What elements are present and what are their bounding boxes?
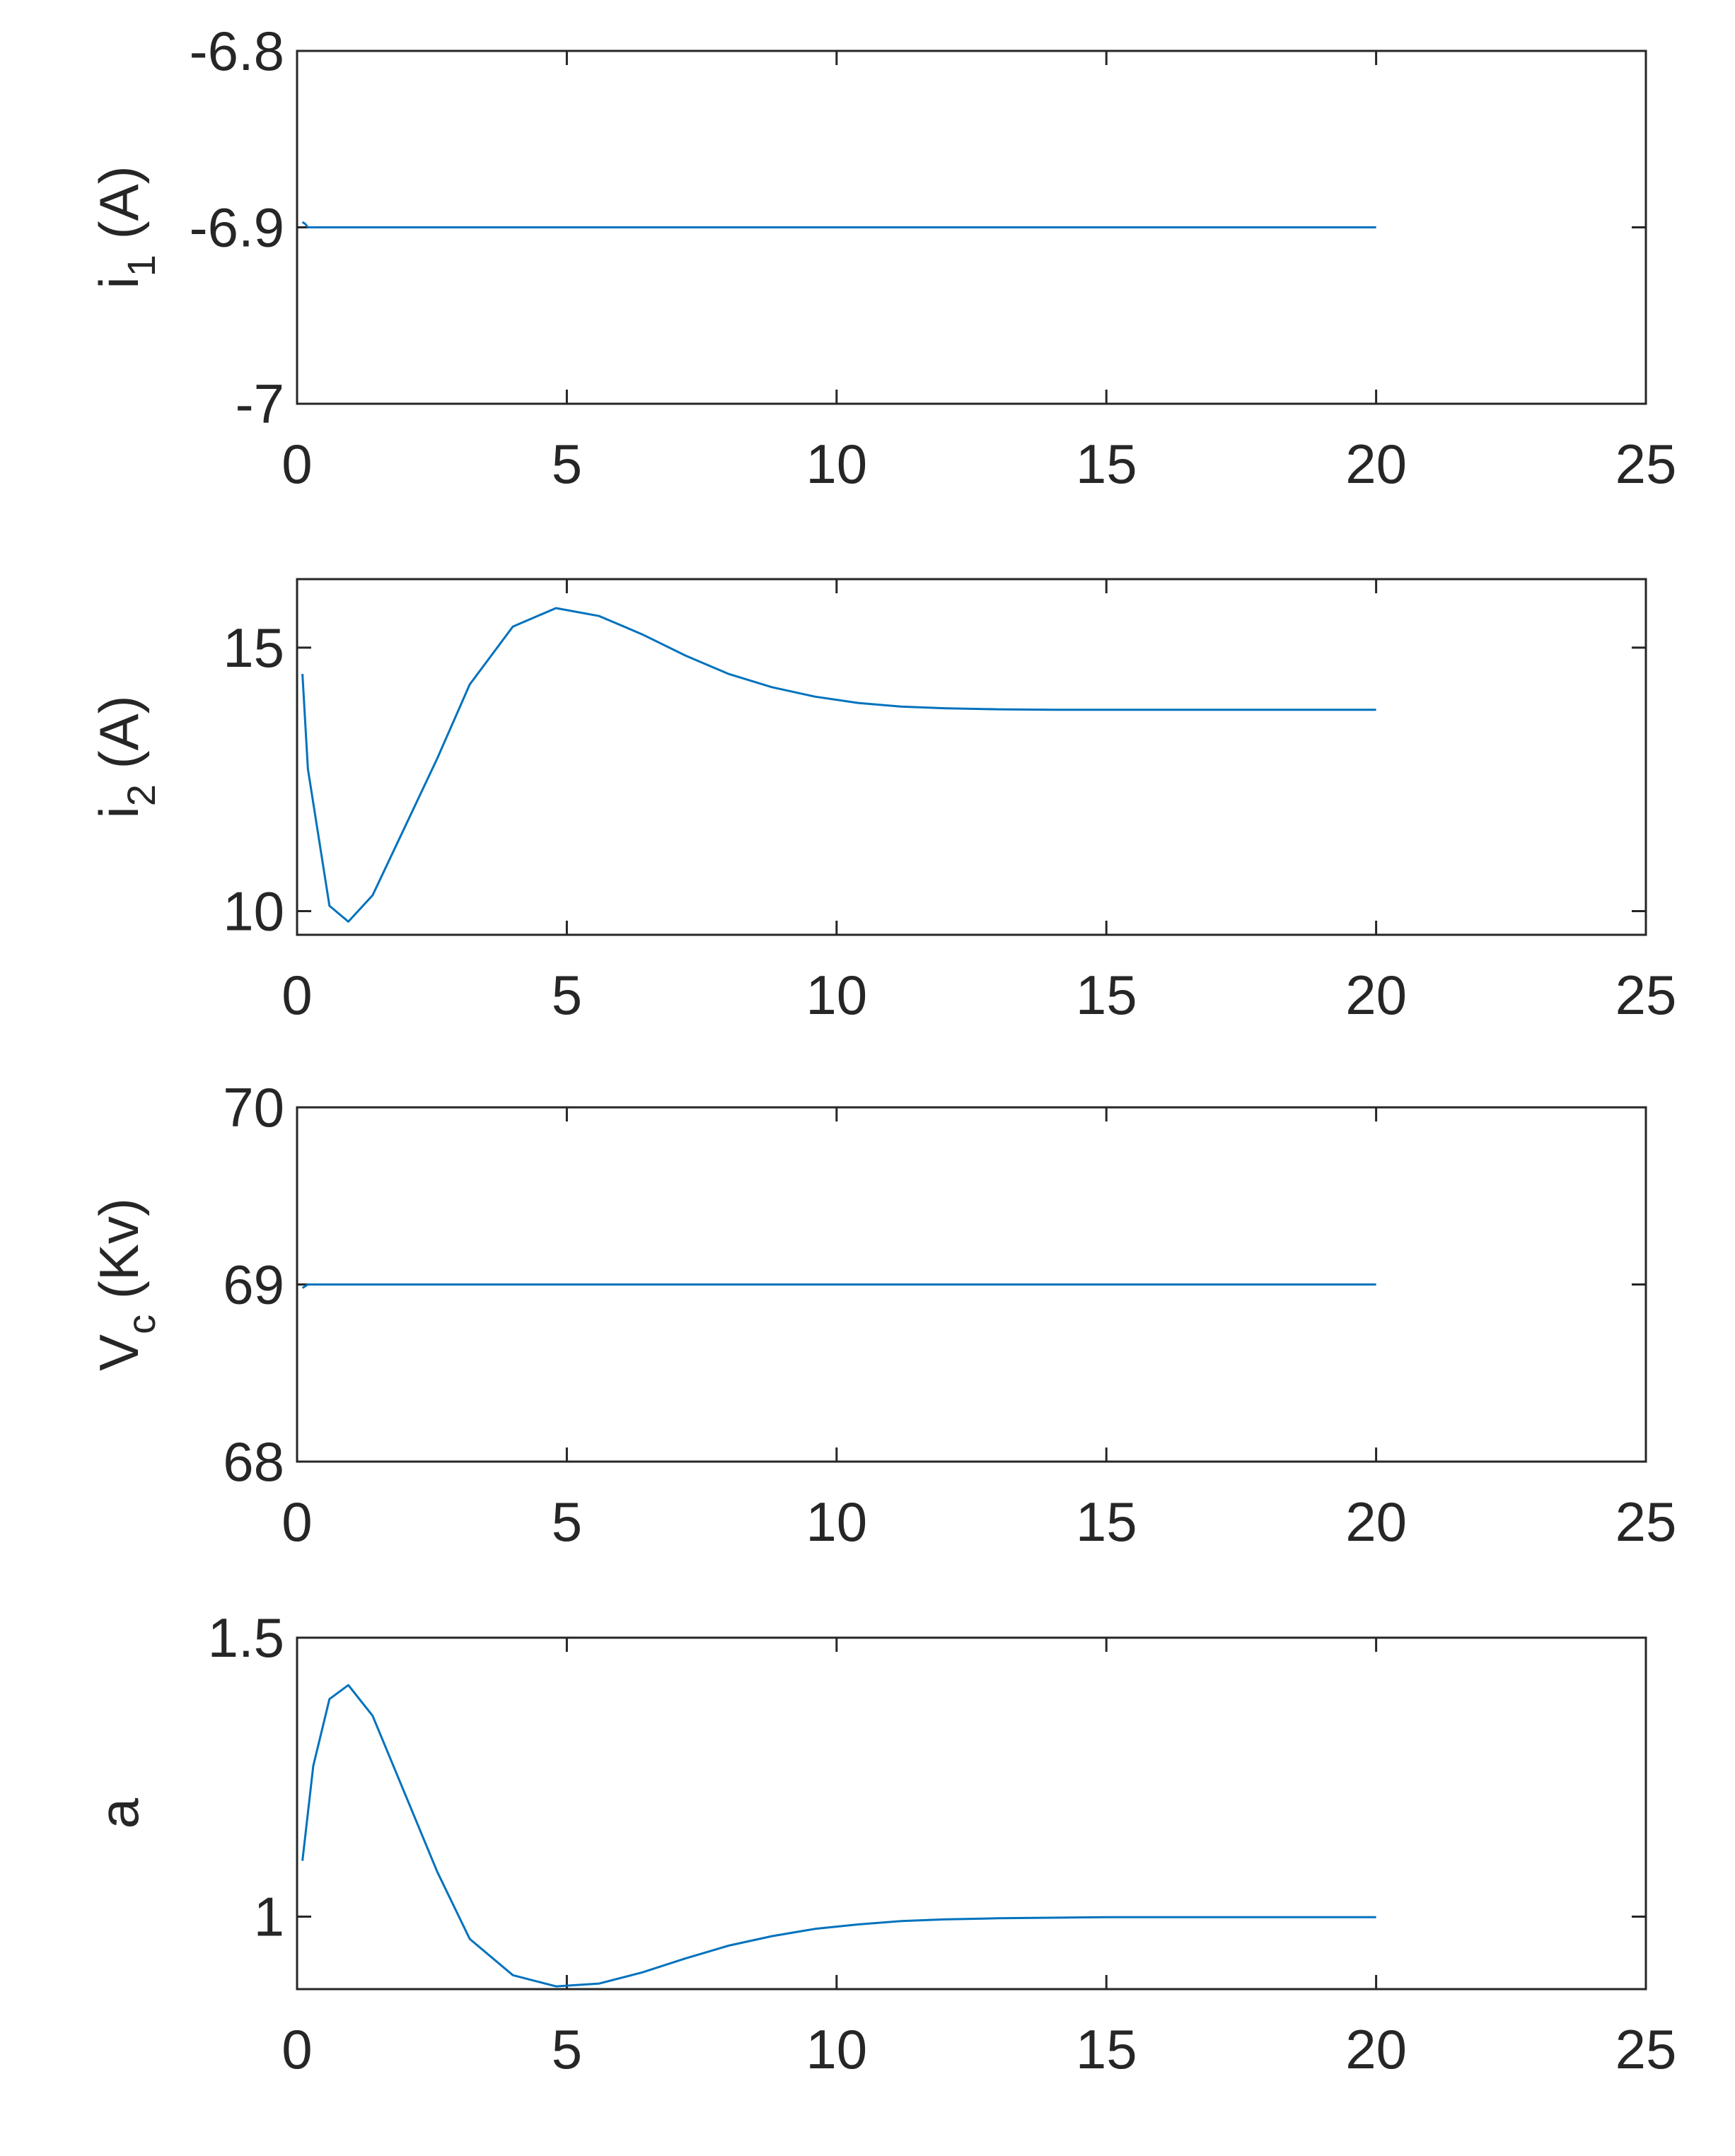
plot-panel-2: 0 5 10 15 20 25 15 10 i2 (A) <box>88 578 1677 1026</box>
x-tick-label: 25 <box>1615 964 1677 1026</box>
y-tick-label: -6.8 <box>190 20 284 82</box>
y-tick-label: 68 <box>223 1430 284 1493</box>
x-tick-label: 10 <box>806 433 867 495</box>
x-tick-label: 5 <box>552 2018 582 2080</box>
x-tick-label: 0 <box>282 964 312 1026</box>
data-series-line <box>301 221 1376 228</box>
x-tick-label: 0 <box>282 1491 312 1553</box>
y-tick-label: 10 <box>223 880 284 942</box>
x-tick-label: 5 <box>552 1491 582 1553</box>
x-tick-label: 15 <box>1076 1491 1137 1553</box>
y-tick-label: 15 <box>223 617 284 679</box>
data-series-line <box>301 1283 1376 1289</box>
x-tick-label: 15 <box>1076 2018 1137 2080</box>
y-axis-label: Vc (Kv) <box>88 1198 163 1371</box>
y-axis-label: i1 (A) <box>88 165 163 289</box>
x-tick-label: 10 <box>806 2018 867 2080</box>
x-tick-label: 5 <box>552 433 582 495</box>
y-tick-label: 1 <box>254 1885 284 1947</box>
plot-panel-1: 0 5 10 15 20 25 -6.8 -6.9 -7 i1 (A) <box>88 20 1676 495</box>
plot-frame <box>296 578 1647 936</box>
x-tick-label: 0 <box>282 2018 312 2080</box>
y-tick-label: -6.9 <box>190 197 284 259</box>
y-tick-label: 69 <box>223 1254 284 1316</box>
x-tick-label: 10 <box>806 964 867 1026</box>
x-tick-label: 20 <box>1345 964 1407 1026</box>
x-tick-label: 10 <box>806 1491 867 1553</box>
x-tick-label: 20 <box>1345 1491 1407 1553</box>
y-tick-label: 1.5 <box>208 1607 284 1669</box>
plot-panel-4: 0 5 10 15 20 25 1.5 1 a <box>88 1607 1676 2080</box>
x-tick-label: 20 <box>1345 433 1407 495</box>
data-series-line <box>301 1684 1376 1988</box>
y-axis-label: i2 (A) <box>88 695 163 818</box>
plot-panel-3: 0 5 10 15 20 25 70 69 68 Vc (Kv) <box>88 1076 1676 1553</box>
x-tick-label: 25 <box>1615 433 1677 495</box>
x-tick-label: 20 <box>1345 2018 1407 2080</box>
x-tick-label: 15 <box>1076 964 1137 1026</box>
y-tick-label: -7 <box>236 373 284 435</box>
y-tick-label: 70 <box>223 1076 284 1138</box>
plot-frame <box>296 1636 1647 1991</box>
x-tick-label: 25 <box>1615 2018 1677 2080</box>
y-axis-label: a <box>88 1797 150 1829</box>
x-tick-label: 25 <box>1615 1491 1677 1553</box>
x-tick-label: 0 <box>282 433 312 495</box>
x-tick-label: 15 <box>1076 433 1137 495</box>
x-tick-label: 5 <box>552 964 582 1026</box>
data-series-line <box>301 607 1376 923</box>
